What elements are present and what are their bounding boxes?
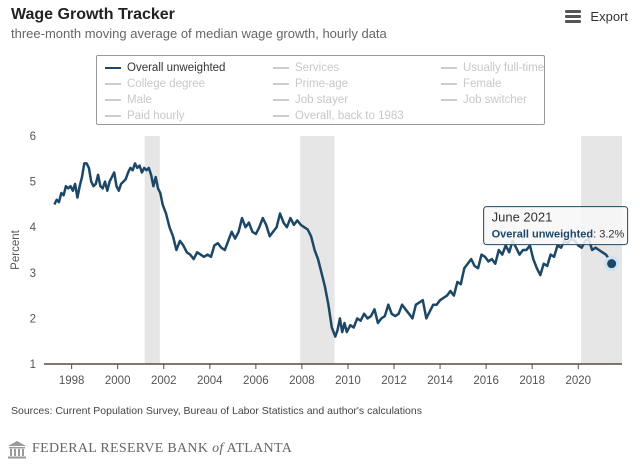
fed-seal-logo [8, 440, 26, 458]
hover-point[interactable] [604, 256, 620, 272]
chart-title: Wage Growth Tracker [11, 6, 175, 23]
legend-swatch [105, 83, 121, 85]
export-button[interactable]: Export [565, 9, 628, 24]
legend-swatch [105, 115, 121, 117]
legend-swatch [441, 83, 457, 85]
legend-label: Job switcher [463, 94, 527, 106]
tooltip-box [483, 206, 629, 246]
x-tick-label: 2018 [519, 375, 545, 387]
footer: FEDERAL RESERVE BANK of ATLANTA [0, 432, 640, 465]
tooltip-value: 3.2% [599, 229, 624, 241]
legend-swatch [105, 67, 121, 69]
recession-band [300, 136, 335, 364]
x-tick-label: 2020 [565, 375, 591, 387]
legend-label: Prime-age [295, 78, 349, 90]
legend-item-prime-age[interactable]: Prime-age [273, 76, 441, 92]
bank-name-of: of [212, 440, 224, 456]
tooltip: June 2021 Overall unweighted: 3.2% [483, 206, 629, 246]
menu-icon[interactable] [565, 10, 582, 23]
legend-item-job-switcher[interactable]: Job switcher [441, 92, 554, 108]
y-axis-ticks: 1 2 3 4 5 6 [30, 131, 37, 371]
tooltip-value-line: Overall unweighted: 3.2% [492, 229, 625, 241]
recession-band [581, 136, 622, 364]
y-tick-label: 3 [30, 268, 36, 280]
legend-label: Overall unweighted [127, 62, 226, 74]
export-label: Export [590, 9, 628, 24]
y-tick-label: 4 [30, 222, 37, 234]
legend-label: Paid hourly [127, 110, 185, 122]
legend-item-college-degree[interactable]: College degree [105, 76, 273, 92]
y-tick-label: 5 [30, 177, 36, 189]
recession-band [144, 136, 160, 364]
legend-item-overall-back-to-1983[interactable]: Overall, back to 1983 [273, 108, 441, 124]
legend-swatch [441, 99, 457, 101]
tooltip-date: June 2021 [492, 210, 553, 225]
y-tick-label: 6 [30, 131, 36, 143]
chart-subtitle: three-month moving average of median wag… [11, 26, 387, 41]
bank-name-part: FEDERAL RESERVE BANK [32, 440, 213, 456]
line-chart: 1 2 3 4 5 6 1998 2000 2002 2004 2006 2008 2010 2012 2… [10, 131, 629, 387]
legend-label: Services [295, 62, 340, 74]
tooltip-colon: : [593, 229, 599, 241]
legend-swatch [441, 67, 457, 69]
legend-label: Male [127, 94, 152, 106]
x-axis-ticks: 1998 2000 2002 2004 2006 2008 2010 2012 2014 2016… [59, 364, 591, 387]
recession-bands [144, 136, 622, 364]
legend-swatch [273, 99, 289, 101]
x-tick-label: 2012 [381, 375, 407, 387]
legend: Overall unweighted Services Usually full… [96, 55, 545, 125]
legend-item-usually-full-time[interactable]: Usually full-time [441, 60, 554, 76]
legend-swatch [273, 67, 289, 69]
x-tick-label: 2006 [243, 375, 269, 387]
y-axis-label: Percent [10, 229, 22, 269]
source-note: Sources: Current Population Survey, Bure… [11, 405, 422, 417]
x-tick-label: 2000 [105, 375, 131, 387]
x-tick-label: 2008 [289, 375, 315, 387]
y-tick-label: 1 [30, 359, 36, 371]
bank-name: FEDERAL RESERVE BANK of ATLANTA [32, 441, 292, 457]
x-tick-label: 1998 [59, 375, 85, 387]
legend-label: College degree [127, 78, 206, 90]
x-tick-label: 2002 [151, 375, 177, 387]
legend-item-paid-hourly[interactable]: Paid hourly [105, 108, 273, 124]
legend-label: Overall, back to 1983 [295, 110, 404, 122]
x-tick-label: 2010 [335, 375, 361, 387]
legend-swatch [273, 115, 289, 117]
legend-item-services[interactable]: Services [273, 60, 441, 76]
x-tick-label: 2004 [197, 375, 223, 387]
legend-label: Female [463, 78, 502, 90]
x-tick-label: 2016 [473, 375, 499, 387]
legend-item-female[interactable]: Female [441, 76, 554, 92]
tooltip-series-name: Overall unweighted [492, 229, 593, 241]
legend-item-overall-unweighted[interactable]: Overall unweighted [105, 60, 273, 76]
legend-label: Job stayer [295, 94, 349, 106]
legend-swatch [105, 99, 121, 101]
x-tick-label: 2014 [427, 375, 453, 387]
series-line-overall-unweighted[interactable] [53, 162, 613, 338]
legend-label: Usually full-time [463, 62, 545, 74]
bank-name-part: ATLANTA [223, 440, 293, 456]
y-tick-label: 2 [30, 313, 36, 325]
legend-item-male[interactable]: Male [105, 92, 273, 108]
legend-swatch [273, 83, 289, 85]
legend-item-job-stayer[interactable]: Job stayer [273, 92, 441, 108]
